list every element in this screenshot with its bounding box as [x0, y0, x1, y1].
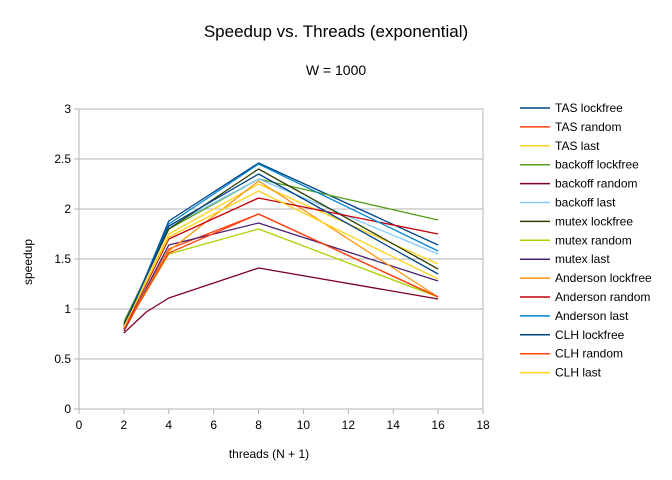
x-tick-label: 10	[297, 418, 311, 432]
x-tick-label: 14	[387, 418, 401, 432]
legend-label: CLH random	[555, 347, 623, 361]
axes	[74, 108, 484, 414]
series-line-13	[123, 173, 439, 327]
series-line-5	[123, 267, 439, 334]
gridlines	[79, 108, 483, 410]
legend-label: TAS lockfree	[555, 101, 623, 115]
legend-label: Anderson lockfree	[555, 271, 652, 285]
y-tick-label: 1	[64, 302, 71, 316]
legend-label: backoff last	[555, 196, 616, 210]
legend-label: mutex last	[555, 252, 610, 266]
x-tick-label: 8	[255, 418, 262, 432]
series-line-15	[123, 190, 439, 328]
y-tick-label: 3	[64, 102, 71, 116]
legend-label: mutex lockfree	[555, 214, 633, 228]
x-tick-label: 18	[476, 418, 490, 432]
x-tick-label: 4	[165, 418, 172, 432]
legend-label: TAS random	[555, 120, 621, 134]
y-tick-label: 1.5	[54, 252, 71, 266]
y-tick-label: 0.5	[54, 352, 71, 366]
legend-label: Anderson last	[555, 309, 629, 323]
y-tick-label: 2.5	[54, 152, 71, 166]
y-tick-label: 2	[64, 202, 71, 216]
x-tick-label: 16	[431, 418, 445, 432]
legend-label: mutex random	[555, 233, 632, 247]
legend-label: Anderson random	[555, 290, 650, 304]
legend-label: CLH last	[555, 366, 602, 380]
x-tick-label: 12	[342, 418, 356, 432]
x-axis-label: threads (N + 1)	[229, 447, 309, 461]
legend-label: CLH lockfree	[555, 328, 625, 342]
series-lines	[123, 162, 439, 334]
x-tick-label: 2	[121, 418, 128, 432]
legend: TAS lockfree TAS random TAS last backoff lo…	[520, 101, 652, 380]
legend-label: backoff lockfree	[555, 158, 639, 172]
chart-title: Speedup vs. Threads (exponential)	[204, 22, 468, 41]
x-tick-label: 6	[210, 418, 217, 432]
series-line-11	[123, 197, 439, 330]
legend-label: TAS last	[555, 139, 600, 153]
series-line-14	[123, 213, 439, 330]
x-tick-labels: 0 2 4 6 8 10 12 14 16 18	[76, 418, 490, 432]
chart-subtitle: W = 1000	[306, 62, 367, 78]
y-tick-label: 0	[64, 402, 71, 416]
y-axis-label: speedup	[21, 239, 35, 285]
x-tick-label: 0	[76, 418, 83, 432]
legend-label: backoff random	[555, 177, 638, 191]
y-tick-labels: 0 0.5 1 1.5 2 2.5 3	[54, 102, 71, 416]
